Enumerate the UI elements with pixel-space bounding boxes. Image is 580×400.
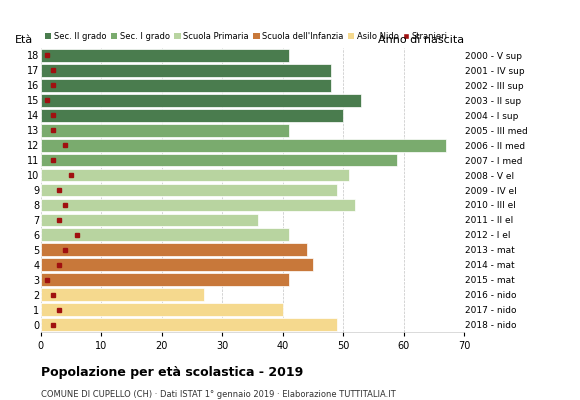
Bar — [41, 64, 331, 77]
Bar — [41, 79, 331, 92]
Text: COMUNE DI CUPELLO (CH) · Dati ISTAT 1° gennaio 2019 · Elaborazione TUTTITALIA.IT: COMUNE DI CUPELLO (CH) · Dati ISTAT 1° g… — [41, 390, 396, 399]
Bar — [41, 109, 343, 122]
Bar — [41, 184, 337, 196]
Bar — [41, 228, 289, 241]
Bar — [41, 124, 289, 136]
Text: Età: Età — [15, 35, 34, 45]
Legend: Sec. II grado, Sec. I grado, Scuola Primaria, Scuola dell'Infanzia, Asilo Nido, : Sec. II grado, Sec. I grado, Scuola Prim… — [45, 32, 448, 41]
Bar — [41, 94, 361, 107]
Bar — [41, 49, 289, 62]
Bar — [41, 154, 397, 166]
Bar — [41, 303, 282, 316]
Text: Anno di nascita: Anno di nascita — [378, 35, 464, 45]
Bar — [41, 288, 204, 301]
Bar — [41, 318, 337, 331]
Bar — [41, 258, 313, 271]
Bar — [41, 273, 289, 286]
Text: Popolazione per età scolastica - 2019: Popolazione per età scolastica - 2019 — [41, 366, 303, 379]
Bar — [41, 214, 258, 226]
Bar — [41, 198, 355, 211]
Bar — [41, 169, 349, 182]
Bar — [41, 139, 446, 152]
Bar — [41, 244, 307, 256]
